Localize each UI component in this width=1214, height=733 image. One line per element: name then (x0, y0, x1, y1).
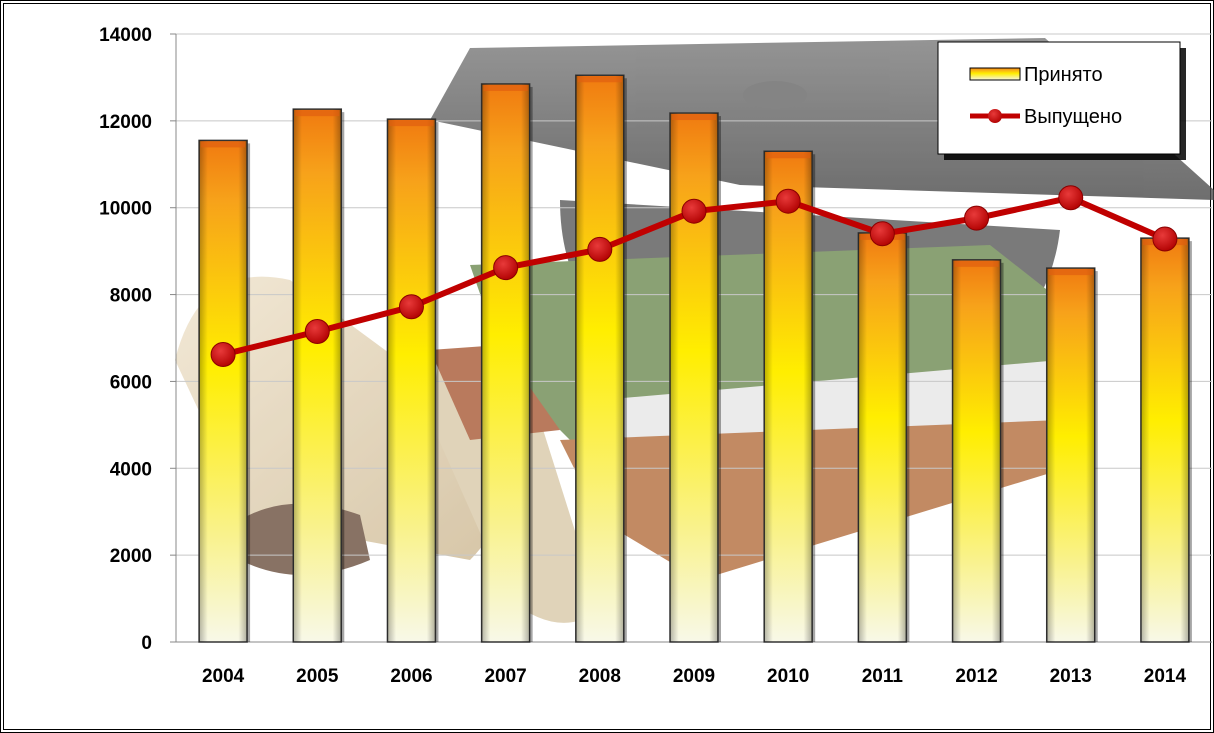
bar-2010 (763, 150, 816, 643)
y-tick-label: 10000 (99, 199, 152, 220)
legend-label-accepted: Принято (1024, 64, 1103, 86)
y-tick-label: 0 (141, 633, 152, 654)
point-2013 (1058, 185, 1084, 211)
legend-label-graduated: Выпущено (1024, 106, 1122, 128)
y-tick-label: 6000 (110, 372, 152, 393)
x-tick-label: 2005 (296, 666, 339, 687)
y-tick-label: 8000 (110, 286, 152, 307)
x-tick-label: 2013 (1050, 666, 1092, 687)
legend: Принято Выпущено (937, 41, 1186, 160)
bar-2013 (1045, 267, 1098, 643)
point-2004 (210, 342, 236, 368)
point-2006 (398, 294, 424, 320)
x-tick-label: 2007 (484, 666, 526, 687)
y-tick-label: 2000 (110, 546, 152, 567)
x-tick-label: 2004 (202, 666, 245, 687)
point-2012 (964, 205, 990, 231)
x-tick-label: 2006 (390, 666, 432, 687)
bar-2008 (575, 74, 627, 643)
bar-2011 (857, 232, 910, 643)
bar-2012 (951, 259, 1004, 643)
point-2008 (587, 236, 613, 262)
point-2007 (493, 255, 519, 281)
bar-2006 (386, 118, 439, 643)
x-tick-label: 2014 (1144, 666, 1187, 687)
bar-2009 (669, 112, 721, 643)
legend-swatch-graduated-marker (988, 109, 1002, 123)
x-tick-label: 2010 (767, 666, 809, 687)
y-tick-label: 4000 (110, 459, 152, 480)
x-tick-label: 2011 (862, 666, 904, 687)
legend-swatch-accepted (969, 67, 1021, 81)
bar-series-accepted (198, 74, 1192, 643)
x-tick-label: 2008 (579, 666, 621, 687)
bar-2014 (1140, 237, 1192, 643)
x-axis-tick-labels: 2004 2005 2006 2007 2008 2009 2010 2011 2012 2013… (202, 666, 1187, 687)
bar-2007 (480, 83, 533, 643)
point-2014 (1152, 226, 1178, 252)
bar-2004 (198, 139, 251, 643)
point-2005 (304, 318, 330, 344)
y-tick-label: 14000 (99, 25, 152, 46)
legend-box (937, 41, 1181, 155)
point-2011 (869, 221, 895, 247)
line-series-graduated (210, 185, 1178, 368)
x-tick-label: 2012 (955, 666, 997, 687)
point-2009 (681, 198, 707, 224)
y-axis-tick-labels: 0 2000 4000 6000 8000 10000 12000 14000 (99, 25, 152, 654)
y-tick-label: 12000 (99, 112, 152, 133)
point-2010 (775, 188, 801, 214)
bar-2005 (292, 108, 345, 643)
x-tick-label: 2009 (673, 666, 715, 687)
